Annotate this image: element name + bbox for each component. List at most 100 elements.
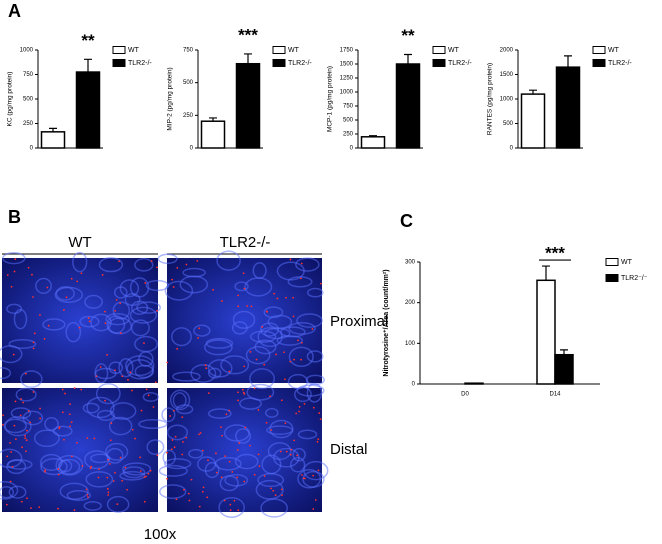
stain-dot xyxy=(181,416,184,419)
stain-dot xyxy=(298,410,301,413)
stain-dot xyxy=(78,326,81,329)
stain-dot xyxy=(257,453,260,456)
stain-dot xyxy=(173,409,175,412)
legend-swatch xyxy=(605,274,619,282)
y-tick-label: 500 xyxy=(503,121,514,127)
tissue-fold xyxy=(130,300,149,315)
y-tick-label: 250 xyxy=(343,132,354,138)
tissue-fold xyxy=(288,346,314,368)
tissue-fold xyxy=(182,267,206,278)
stain-dot xyxy=(121,375,124,378)
stain-dot xyxy=(314,499,317,501)
tissue-fold xyxy=(119,279,140,298)
tissue-fold xyxy=(162,449,177,466)
y-tick-label: 1000 xyxy=(20,48,34,54)
stain-dot xyxy=(112,480,115,482)
stain-dot xyxy=(89,467,92,470)
tissue-fold xyxy=(203,339,233,356)
stain-dot xyxy=(144,282,147,284)
tissue-fold xyxy=(306,287,324,298)
tissue-fold xyxy=(108,416,133,436)
y-tick-label: 750 xyxy=(183,48,194,54)
stain-dot xyxy=(255,358,258,361)
stain-dot xyxy=(150,260,153,263)
tissue-fold xyxy=(287,276,313,288)
y-tick-label: 200 xyxy=(405,300,416,306)
stain-dot xyxy=(181,453,184,456)
stain-dot xyxy=(190,478,193,481)
stain-dot xyxy=(270,487,272,490)
stain-dot xyxy=(124,466,127,469)
stain-dot xyxy=(263,475,266,477)
stain-dot xyxy=(249,350,252,353)
panel-label: B xyxy=(8,207,21,227)
legend-swatch xyxy=(592,46,606,54)
tissue-fold xyxy=(166,424,188,441)
bar xyxy=(536,279,556,385)
tissue-fold xyxy=(207,367,222,379)
stain-dot xyxy=(300,277,302,280)
tissue-fold xyxy=(84,294,103,309)
tissue-fold xyxy=(263,306,284,319)
stain-dot xyxy=(289,360,292,363)
tissue-fold xyxy=(249,368,275,390)
stain-dot xyxy=(317,438,320,441)
stain-dot xyxy=(152,406,155,408)
y-tick-label: 100 xyxy=(405,341,416,347)
stain-dot xyxy=(176,347,179,350)
tissue-fold xyxy=(294,386,312,403)
stain-dot xyxy=(280,399,283,402)
stain-dot xyxy=(22,401,25,404)
stain-dot xyxy=(2,423,4,426)
tissue-fold xyxy=(95,383,121,405)
legend-swatch xyxy=(592,59,606,67)
significance: ** xyxy=(401,26,415,45)
error-bar xyxy=(209,117,217,122)
tissue-fold xyxy=(188,448,204,459)
stain-dot xyxy=(182,441,184,443)
tissue-fold xyxy=(292,447,306,462)
micrographs xyxy=(0,250,329,518)
stain-dot xyxy=(166,361,169,364)
tissue-fold xyxy=(138,419,168,430)
stain-dot xyxy=(221,300,223,302)
tissue-fold xyxy=(66,490,92,501)
stain-dot xyxy=(47,324,50,327)
stain-dot xyxy=(116,503,119,506)
stain-dot xyxy=(86,437,89,440)
tissue-fold xyxy=(118,358,134,378)
stain-dot xyxy=(207,392,210,395)
stain-dot xyxy=(166,451,168,454)
tissue-fold xyxy=(119,470,146,481)
stain-dot xyxy=(57,468,60,471)
stain-dot xyxy=(269,395,271,398)
y-axis-label: Nitrotyrosine⁺/Area (count/mm²) xyxy=(383,269,390,376)
stain-dot xyxy=(272,489,275,492)
stain-dot xyxy=(107,458,109,461)
stain-dot xyxy=(238,442,241,444)
tissue-fold xyxy=(193,324,211,337)
tissue-fold xyxy=(224,473,249,487)
stain-dot xyxy=(25,429,28,432)
stain-dot xyxy=(38,506,41,509)
legend-label: TLR2⁻/⁻ xyxy=(621,275,648,282)
bar xyxy=(235,62,261,149)
y-tick-label: 500 xyxy=(183,80,194,86)
stain-dot xyxy=(300,262,303,265)
stain-dot xyxy=(243,365,246,368)
tissue-fold xyxy=(204,461,220,479)
stain-dot xyxy=(13,270,16,273)
tissue-fold xyxy=(235,428,252,444)
stain-dot xyxy=(106,476,109,479)
stain-dot xyxy=(10,451,13,453)
tissue-fold xyxy=(245,346,271,365)
stain-dot xyxy=(76,280,79,283)
stain-dot xyxy=(95,375,98,378)
stain-dot xyxy=(300,358,303,361)
stain-dot xyxy=(104,322,107,325)
tissue-fold xyxy=(297,429,318,440)
legend-swatch xyxy=(432,46,446,54)
tissue-fold xyxy=(97,409,115,422)
stain-dot xyxy=(20,500,23,503)
tissue-fold xyxy=(234,453,259,470)
